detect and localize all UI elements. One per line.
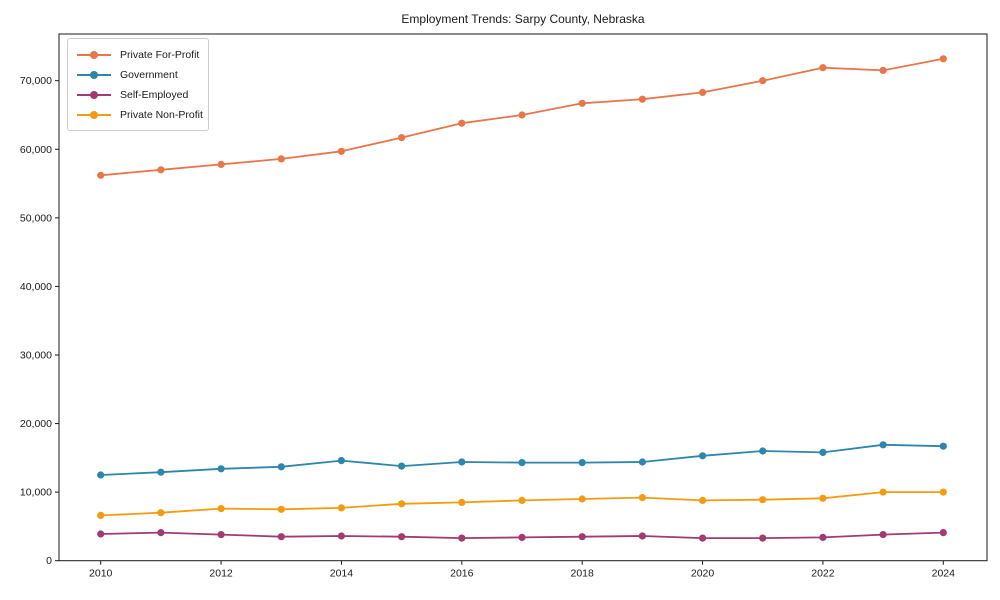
data-point-self-employed-2021 <box>759 534 767 542</box>
chart-title: Employment Trends: Sarpy County, Nebrask… <box>401 12 645 26</box>
x-tick-label: 2012 <box>209 568 233 580</box>
data-point-government-2011 <box>157 468 165 476</box>
y-tick-label: 0 <box>46 555 52 567</box>
data-point-self-employed-2019 <box>638 532 647 540</box>
legend-label: Private For-Profit <box>120 49 200 61</box>
data-point-private-for-profit-2022 <box>819 64 827 72</box>
data-point-government-2017 <box>518 459 526 467</box>
data-point-private-non-profit-2015 <box>398 500 406 508</box>
data-point-private-non-profit-2024 <box>939 488 947 496</box>
data-point-private-non-profit-2018 <box>578 495 586 503</box>
data-point-government-2010 <box>97 471 105 479</box>
data-point-government-2020 <box>699 452 707 460</box>
x-tick-label: 2014 <box>330 568 354 580</box>
data-point-self-employed-2016 <box>458 534 466 542</box>
data-point-government-2022 <box>819 448 827 456</box>
legend-item-private-for-profit: Private For-Profit <box>77 46 199 64</box>
legend-item-self-employed: Self-Employed <box>77 86 199 104</box>
data-point-private-for-profit-2014 <box>337 147 345 155</box>
data-point-private-non-profit-2019 <box>638 494 647 502</box>
data-point-self-employed-2017 <box>518 533 526 542</box>
data-point-private-non-profit-2014 <box>337 504 345 512</box>
legend-item-government: Government <box>77 66 199 84</box>
data-point-government-2018 <box>578 459 586 467</box>
data-point-self-employed-2024 <box>939 529 947 537</box>
data-point-government-2014 <box>337 457 345 465</box>
y-tick-label: 40,000 <box>20 281 52 293</box>
data-point-self-employed-2010 <box>97 530 105 538</box>
x-tick-label: 2020 <box>691 568 715 580</box>
data-point-private-for-profit-2024 <box>939 55 947 63</box>
legend-label: Self-Employed <box>120 89 189 101</box>
chart-legend: Private For-Profit Government Self-Employe… <box>67 38 209 131</box>
data-point-private-non-profit-2016 <box>458 498 466 506</box>
legend-marker-icon <box>77 50 111 60</box>
plot-frame <box>58 33 988 562</box>
x-tick-label: 2022 <box>811 568 835 580</box>
legend-marker-icon <box>77 90 111 100</box>
data-point-government-2013 <box>277 463 285 471</box>
y-tick-label: 20,000 <box>20 418 52 430</box>
data-point-government-2021 <box>759 447 767 455</box>
data-point-private-for-profit-2019 <box>638 95 647 103</box>
data-point-self-employed-2020 <box>699 534 707 542</box>
data-point-private-non-profit-2021 <box>759 496 767 504</box>
data-point-self-employed-2011 <box>157 529 165 537</box>
data-point-private-non-profit-2022 <box>819 494 827 502</box>
data-point-private-for-profit-2013 <box>277 155 285 163</box>
data-point-private-for-profit-2012 <box>217 160 225 168</box>
data-point-private-for-profit-2010 <box>97 171 105 179</box>
legend-marker-icon <box>77 70 111 80</box>
data-point-private-non-profit-2010 <box>97 511 105 519</box>
data-point-private-non-profit-2013 <box>277 505 285 513</box>
y-tick-label: 70,000 <box>20 75 52 87</box>
data-point-self-employed-2012 <box>217 531 225 539</box>
data-point-private-for-profit-2017 <box>518 111 526 119</box>
x-tick-label: 2024 <box>932 568 956 580</box>
data-point-government-2015 <box>398 462 406 470</box>
y-tick-label: 50,000 <box>20 212 52 224</box>
x-tick-label: 2010 <box>89 568 113 580</box>
data-point-private-for-profit-2023 <box>879 66 887 74</box>
data-point-government-2023 <box>879 441 887 449</box>
data-point-private-for-profit-2021 <box>759 77 767 85</box>
data-point-government-2019 <box>638 458 647 466</box>
legend-label: Government <box>120 69 178 81</box>
legend-marker-icon <box>77 110 111 120</box>
y-tick-label: 10,000 <box>20 487 52 499</box>
data-point-self-employed-2018 <box>578 533 586 541</box>
data-point-private-non-profit-2017 <box>518 496 526 504</box>
x-tick-label: 2016 <box>450 568 474 580</box>
data-point-private-for-profit-2016 <box>458 119 466 127</box>
data-point-private-for-profit-2011 <box>157 166 165 174</box>
legend-item-private-non-profit: Private Non-Profit <box>77 106 203 124</box>
data-point-government-2024 <box>939 442 947 450</box>
y-tick-label: 30,000 <box>20 349 52 361</box>
data-point-self-employed-2022 <box>819 533 827 542</box>
data-point-private-non-profit-2011 <box>157 509 165 517</box>
y-tick-label: 60,000 <box>20 144 52 156</box>
data-point-private-for-profit-2018 <box>578 99 586 107</box>
data-point-government-2012 <box>217 465 225 473</box>
data-point-self-employed-2013 <box>277 533 285 541</box>
data-point-private-non-profit-2020 <box>699 496 707 504</box>
data-point-private-for-profit-2015 <box>398 134 406 142</box>
legend-label: Private Non-Profit <box>120 109 203 121</box>
data-point-private-for-profit-2020 <box>699 88 707 96</box>
data-point-private-non-profit-2012 <box>217 505 225 513</box>
data-point-self-employed-2014 <box>337 532 345 540</box>
data-point-government-2016 <box>458 458 466 466</box>
data-point-self-employed-2023 <box>879 531 887 539</box>
data-point-private-non-profit-2023 <box>879 488 887 496</box>
data-point-self-employed-2015 <box>398 533 406 541</box>
x-tick-label: 2018 <box>571 568 595 580</box>
